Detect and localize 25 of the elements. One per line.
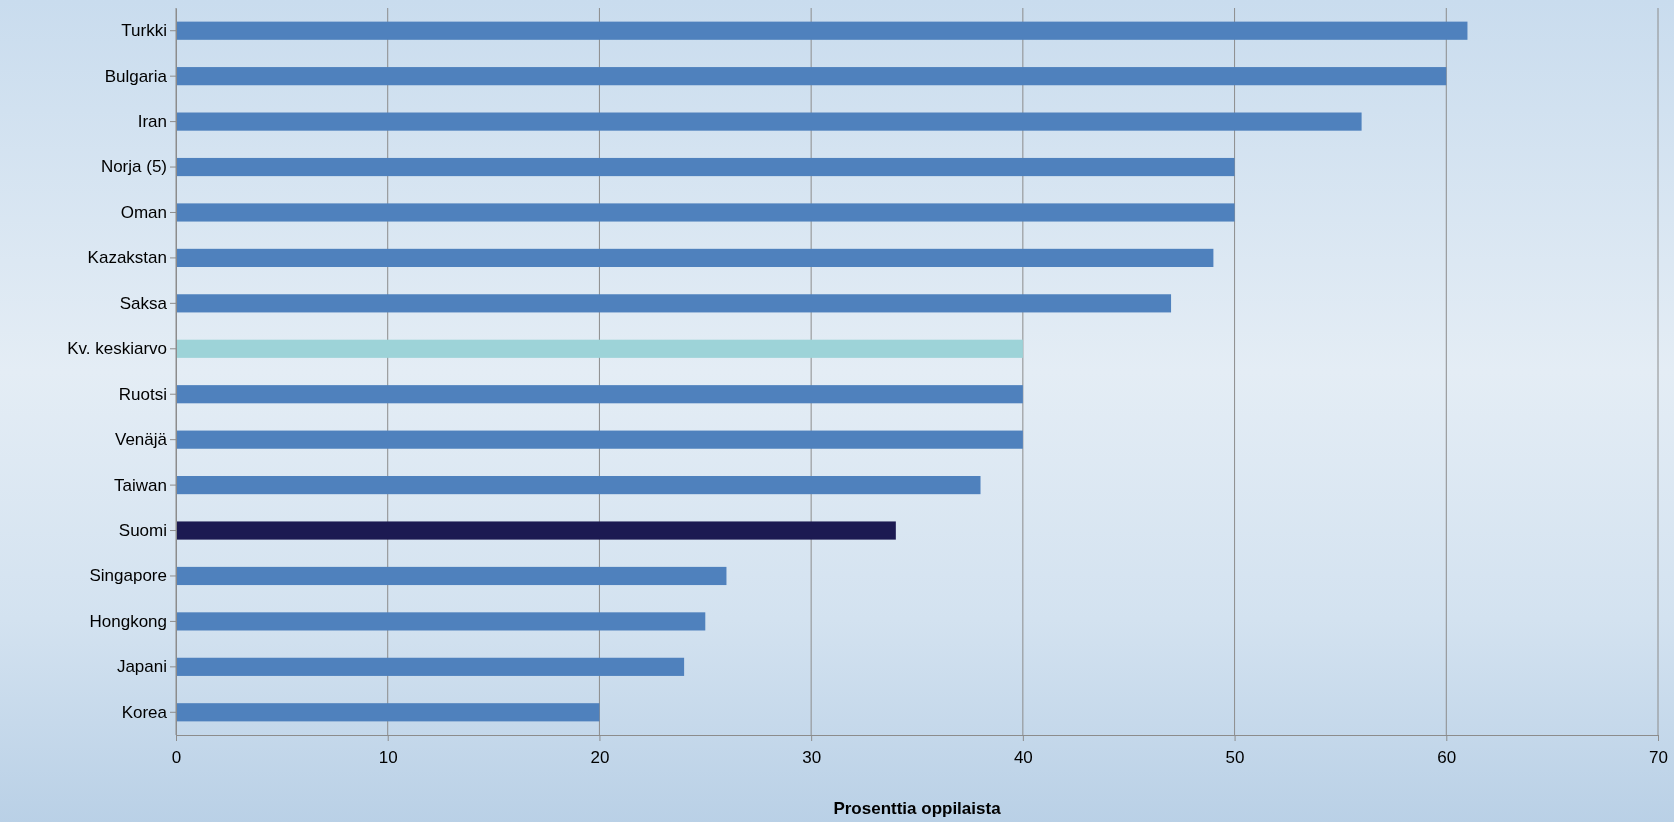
y-tick-label: Korea xyxy=(121,702,168,722)
y-tick-label: Oman xyxy=(120,202,167,222)
y-tick-label: Hongkong xyxy=(89,611,167,631)
x-tick-label: 60 xyxy=(1437,747,1457,767)
x-axis-title: Prosenttia oppilaista xyxy=(833,799,1002,818)
x-tick-label: 50 xyxy=(1225,747,1245,767)
y-tick-label: Saksa xyxy=(119,293,168,313)
y-tick-label: Iran xyxy=(137,112,167,132)
x-tick-label: 20 xyxy=(590,747,610,767)
y-tick-label: Singapore xyxy=(89,566,167,586)
y-tick-label: Kv. keskiarvo xyxy=(67,339,167,359)
y-tick-label: Japani xyxy=(116,657,167,677)
y-tick-label: Turkki xyxy=(121,21,167,41)
y-tick-label: Ruotsi xyxy=(118,384,167,404)
y-tick-label: Kazakstan xyxy=(87,248,167,268)
x-tick-label: 70 xyxy=(1649,747,1668,767)
x-tick-label: 0 xyxy=(171,747,182,767)
y-tick-label: Taiwan xyxy=(114,475,167,495)
x-tick-label: 40 xyxy=(1013,747,1033,767)
x-tick-label: 10 xyxy=(378,747,398,767)
x-tick-label: 30 xyxy=(802,747,822,767)
y-tick-label: Suomi xyxy=(118,520,167,540)
y-tick-label: Bulgaria xyxy=(104,66,168,86)
y-tick-label: Norja (5) xyxy=(100,157,167,177)
y-tick-label: Venäjä xyxy=(115,430,168,450)
